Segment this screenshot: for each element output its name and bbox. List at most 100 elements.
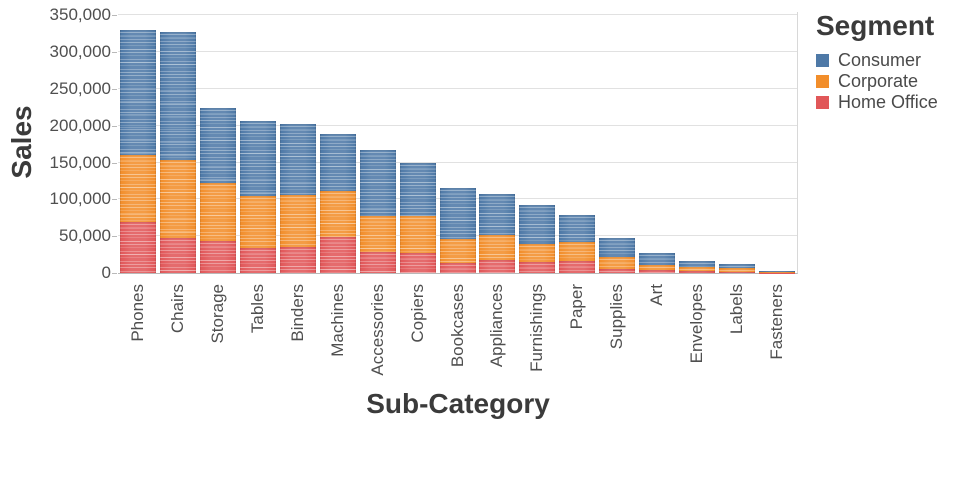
x-tick-label-phones: Phones <box>127 284 147 342</box>
legend-item-consumer[interactable]: Consumer <box>816 50 958 71</box>
gridline <box>118 161 797 163</box>
y-tick-label: 50,000 <box>59 226 111 246</box>
bar-segment-labels-corporate[interactable] <box>719 268 756 272</box>
bar-chairs <box>159 31 196 273</box>
bar-segment-fasteners-corporate[interactable] <box>759 271 796 273</box>
gridline <box>118 88 797 89</box>
bar-segment-supplies-corporate[interactable] <box>599 256 636 270</box>
bar-segment-accessories-consumer[interactable] <box>359 150 396 216</box>
y-tick-mark <box>112 15 117 17</box>
bar-segment-appliances-corporate[interactable] <box>479 234 516 260</box>
y-tick-label: 350,000 <box>49 5 111 25</box>
legend-swatch-corporate <box>816 75 829 88</box>
bar-segment-binders-consumer[interactable] <box>279 123 316 195</box>
bar-segment-binders-home-office[interactable] <box>279 246 316 273</box>
bar-machines <box>319 133 356 273</box>
bar-segment-storage-consumer[interactable] <box>199 108 236 184</box>
bar-segment-storage-home-office[interactable] <box>199 240 236 273</box>
y-tick-mark <box>112 52 117 54</box>
x-axis-title: Sub-Category <box>366 388 550 419</box>
bar-fasteners <box>759 270 796 273</box>
bar-copiers <box>399 162 436 273</box>
bar-segment-bookcases-corporate[interactable] <box>439 239 476 264</box>
bar-segment-bookcases-consumer[interactable] <box>439 188 476 240</box>
legend-title: Segment <box>816 10 935 41</box>
bar-segment-appliances-home-office[interactable] <box>479 259 516 273</box>
bar-segment-storage-corporate[interactable] <box>199 183 236 241</box>
legend-item-corporate[interactable]: Corporate <box>816 71 958 92</box>
legend-item-home-office[interactable]: Home Office <box>816 92 958 113</box>
gridline <box>118 51 797 53</box>
bar-accessories <box>359 150 396 273</box>
bar-segment-fasteners-consumer[interactable] <box>759 270 796 272</box>
legend: Segment Consumer Corporate Home Office <box>816 10 958 113</box>
bar-segment-art-corporate[interactable] <box>639 265 676 271</box>
x-tick-label-machines: Machines <box>327 284 347 357</box>
y-tick-mark <box>112 125 117 127</box>
bar-segment-paper-home-office[interactable] <box>559 261 596 273</box>
bar-art <box>639 253 676 273</box>
bar-segment-paper-corporate[interactable] <box>559 242 596 262</box>
x-tick-label-art: Art <box>647 284 667 306</box>
gridline <box>118 124 797 126</box>
x-tick-label-supplies: Supplies <box>607 284 627 350</box>
bar-segment-copiers-corporate[interactable] <box>399 215 436 254</box>
bar-segment-paper-consumer[interactable] <box>559 214 596 243</box>
x-tick-label-tables: Tables <box>247 284 267 334</box>
bar-segment-tables-consumer[interactable] <box>239 120 276 197</box>
bar-segment-machines-corporate[interactable] <box>319 191 356 237</box>
bar-segment-accessories-corporate[interactable] <box>359 215 396 252</box>
y-tick-label: 100,000 <box>49 189 111 209</box>
bar-tables <box>239 120 276 273</box>
legend-label: Consumer <box>838 50 922 70</box>
bar-segment-chairs-home-office[interactable] <box>159 238 196 273</box>
bar-segment-machines-consumer[interactable] <box>319 133 356 192</box>
bar-phones <box>119 30 156 273</box>
x-tick-label-binders: Binders <box>287 284 307 342</box>
bar-segment-supplies-consumer[interactable] <box>599 238 636 257</box>
bar-segment-phones-corporate[interactable] <box>119 155 156 223</box>
bar-furnishings <box>519 205 556 273</box>
bar-storage <box>199 108 236 273</box>
bar-segment-copiers-home-office[interactable] <box>399 253 436 273</box>
bar-segment-tables-corporate[interactable] <box>239 196 276 248</box>
y-tick-mark <box>112 273 117 274</box>
bar-envelopes <box>679 260 716 273</box>
x-tick-label-envelopes: Envelopes <box>687 284 707 364</box>
bar-segment-art-consumer[interactable] <box>639 253 676 266</box>
bar-segment-copiers-consumer[interactable] <box>399 162 436 216</box>
legend-label: Corporate <box>838 71 919 91</box>
bar-segment-envelopes-corporate[interactable] <box>679 267 716 271</box>
bar-binders <box>279 123 316 273</box>
bar-segment-tables-home-office[interactable] <box>239 247 276 273</box>
bar-segment-chairs-consumer[interactable] <box>159 31 196 160</box>
bar-segment-accessories-home-office[interactable] <box>359 251 396 273</box>
bar-segment-supplies-home-office[interactable] <box>599 269 636 273</box>
bar-segment-bookcases-home-office[interactable] <box>439 263 476 273</box>
x-tick-label-bookcases: Bookcases <box>447 284 467 368</box>
bar-appliances <box>479 194 516 273</box>
legend-label: Home Office <box>838 92 938 112</box>
y-tick-mark <box>112 236 117 238</box>
legend-swatch-home-office <box>816 96 829 109</box>
bar-segment-labels-home-office[interactable] <box>719 271 756 273</box>
bar-segment-chairs-corporate[interactable] <box>159 159 196 239</box>
bar-segment-phones-consumer[interactable] <box>119 30 156 156</box>
y-tick-mark <box>112 199 117 201</box>
bar-segment-furnishings-home-office[interactable] <box>519 261 556 273</box>
bar-segment-furnishings-corporate[interactable] <box>519 243 556 262</box>
bar-segment-labels-consumer[interactable] <box>719 263 756 269</box>
bar-segment-envelopes-consumer[interactable] <box>679 260 716 268</box>
bar-segment-phones-home-office[interactable] <box>119 222 156 273</box>
legend-swatch-consumer <box>816 54 829 67</box>
x-tick-label-storage: Storage <box>207 284 227 344</box>
bar-segment-envelopes-home-office[interactable] <box>679 271 716 273</box>
bar-segment-furnishings-consumer[interactable] <box>519 205 556 244</box>
bar-segment-art-home-office[interactable] <box>639 270 676 273</box>
bar-segment-appliances-consumer[interactable] <box>479 194 516 235</box>
bar-segment-machines-home-office[interactable] <box>319 236 356 273</box>
y-tick-mark <box>112 89 117 90</box>
bar-segment-binders-corporate[interactable] <box>279 194 316 247</box>
y-tick-label: 300,000 <box>49 42 111 62</box>
x-tick-label-fasteners: Fasteners <box>767 284 787 360</box>
